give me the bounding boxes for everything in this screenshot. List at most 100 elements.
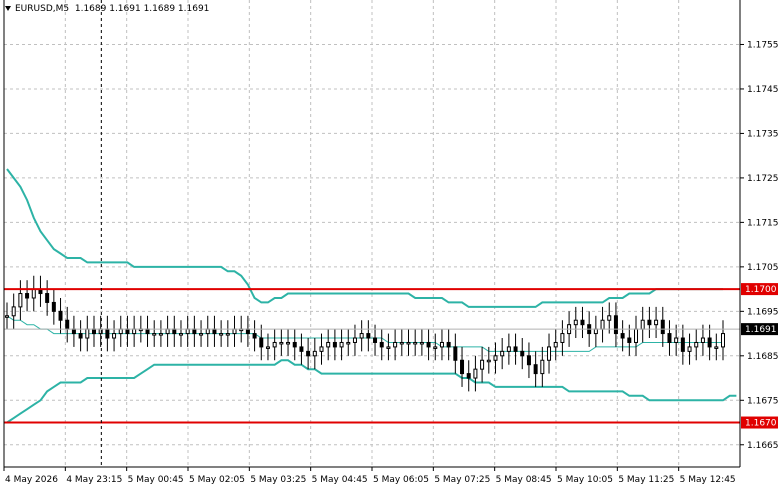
candle [332,329,337,361]
current-price-box [741,323,778,336]
candle-body [219,333,224,336]
candle-body [105,328,110,339]
candle [199,320,204,347]
candle [366,320,371,352]
y-tick-label: 1.1675 [747,396,779,406]
candle-body [5,315,9,318]
candle [5,302,9,330]
candle-body [714,346,719,349]
candle-body [78,333,83,339]
candle-body [694,341,699,348]
candle-body [386,346,391,349]
x-tick-label: 5 May 02:05 [189,475,245,485]
candle-body [674,337,679,343]
candle-body [292,341,297,348]
candle-body [71,328,76,335]
candle-body [185,328,190,335]
candle [553,329,558,361]
candle-body [252,333,257,339]
candle [674,324,679,356]
candle [680,324,685,365]
candle [319,333,324,365]
symbol-label: EURUSD,M5 [15,4,70,14]
candle-body [58,310,63,321]
candle-body [553,341,558,348]
candle-body [165,328,170,335]
candle-body [373,337,378,343]
x-tick-label: 4 May 23:15 [66,475,122,485]
candle-body [700,337,705,343]
candle [707,324,712,361]
candle-body [118,328,123,335]
candle-body [265,346,270,349]
candle [533,351,538,387]
candle [433,333,438,361]
candle-body [91,328,96,335]
candle [547,333,552,374]
candle [694,329,699,361]
candle [393,329,398,361]
candle-body [667,333,672,343]
candle [326,329,331,361]
candle-body [600,319,605,330]
x-tick-label: 4 May 2026 [5,475,58,485]
candle [373,324,378,356]
candle-body [513,346,518,352]
candle [339,329,344,361]
candle [460,346,465,387]
candle [286,329,291,356]
candle [647,306,652,339]
lower-band-line [6,359,737,424]
candle [386,333,391,361]
candle [446,329,451,361]
x-tick-label: 5 May 08:45 [496,475,552,485]
candle-body [640,319,645,330]
candle-body [279,341,284,345]
candle-body [466,373,471,379]
candle-body [406,341,411,345]
candle [299,333,304,365]
y-tick-label: 1.1665 [747,441,779,451]
x-tick-label: 5 May 04:45 [312,475,368,485]
candle [520,338,525,370]
ohlc-label: 1.1689 1.1691 1.1689 1.1691 [74,4,210,14]
candle [279,329,284,356]
candle-body [707,337,712,348]
x-tick-label: 5 May 10:05 [557,475,613,485]
x-tick-label: 5 May 07:25 [434,475,490,485]
candle [419,329,424,356]
candle [500,338,505,370]
candle [259,324,264,361]
x-tick-label: 5 May 11:25 [618,475,674,485]
candle-body [11,306,16,317]
candle-body [152,333,157,336]
x-tick-label: 5 May 00:45 [128,475,184,485]
candle-body [145,328,150,335]
candle [687,333,692,365]
candle-body [634,328,639,343]
candle-body [178,333,183,336]
candle-body [573,319,578,326]
level-price-box [741,416,778,429]
candle-body [480,359,485,370]
candle [700,324,705,356]
candle-body [286,341,291,345]
candle [714,333,719,361]
x-tick-label: 5 May 03:25 [250,475,306,485]
axes: 1.1755 1.1745 1.1735 1.1725 1.1715 1.1705 1.16… [3,0,779,485]
level-price-label: 1.1670 [745,419,777,429]
candle-body [680,337,685,352]
candle-body [199,333,204,336]
candle-body [393,341,398,348]
candle-body [486,359,491,363]
candle-body [433,346,438,349]
candle [78,320,83,352]
candle [379,329,384,361]
candle [272,329,277,361]
horizontal-levels[interactable]: 1.1700 1.1670 1.1691 [4,283,778,429]
dropdown-triangle-icon[interactable] [5,6,11,11]
candle [25,280,30,312]
candle-body [232,328,237,335]
